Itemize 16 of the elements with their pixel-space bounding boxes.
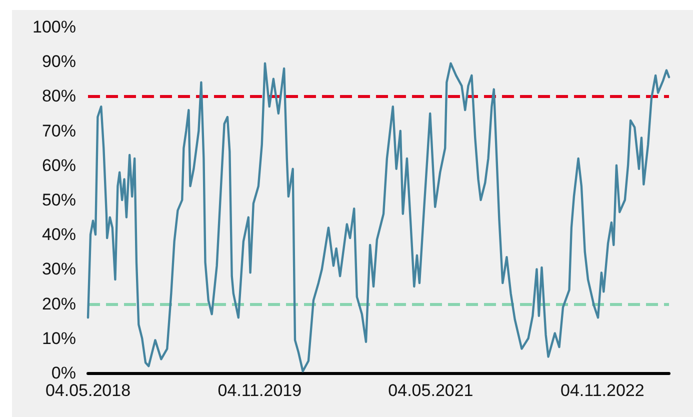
y-tick-label: 60% (42, 156, 76, 175)
y-tick-label: 80% (42, 86, 76, 106)
y-tick-label: 90% (42, 52, 76, 72)
y-tick-label: 20% (42, 294, 76, 314)
x-tick-label: 04.11.2019 (218, 381, 302, 400)
x-tick-label: 04.05.2021 (388, 381, 474, 400)
y-tick-label: 40% (42, 225, 76, 244)
y-tick-label: 30% (42, 260, 76, 279)
y-tick-label: 50% (42, 190, 76, 210)
x-tick-label: 04.11.2022 (560, 381, 644, 400)
line-series (86, 62, 670, 372)
y-tick-label: 100% (32, 18, 76, 36)
x-tick-label: 04.05.2018 (45, 381, 131, 400)
y-tick-label: 70% (42, 121, 76, 140)
y-tick-label: 10% (42, 328, 76, 348)
y-tick-label: 0% (51, 364, 76, 382)
